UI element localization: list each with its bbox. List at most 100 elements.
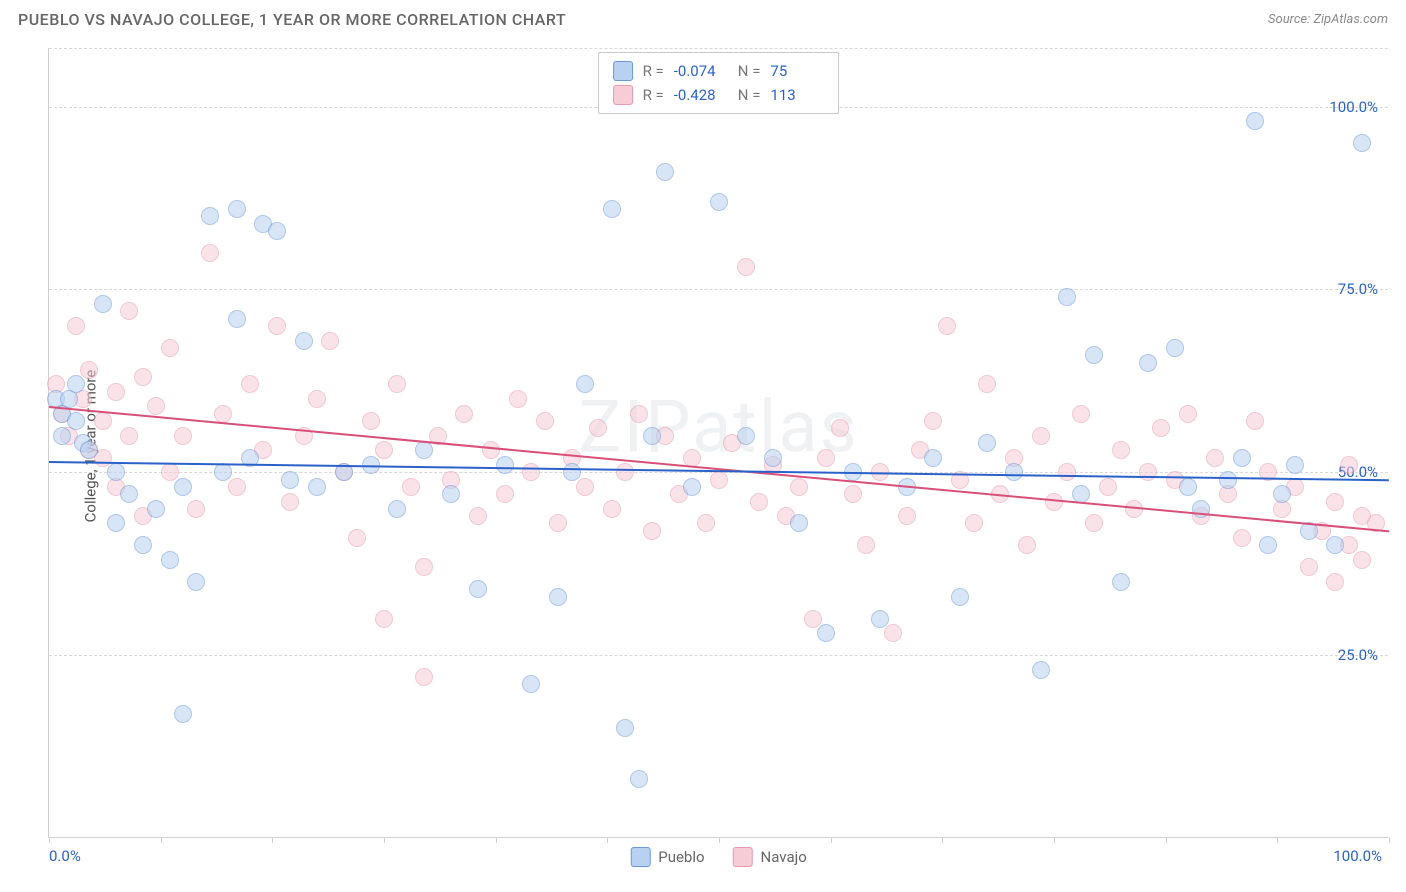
navajo-r-value: -0.428 bbox=[674, 83, 728, 107]
data-point-pueblo bbox=[656, 163, 674, 181]
data-point-pueblo bbox=[187, 573, 205, 591]
data-point-pueblo bbox=[174, 478, 192, 496]
data-point-navajo bbox=[161, 463, 179, 481]
x-tick-label: 0.0% bbox=[49, 847, 81, 865]
data-point-navajo bbox=[750, 493, 768, 511]
data-point-navajo bbox=[268, 317, 286, 335]
swatch-navajo-icon bbox=[733, 847, 753, 867]
legend-stats-row-pueblo: R = -0.074 N = 75 bbox=[613, 59, 825, 83]
data-point-navajo bbox=[67, 317, 85, 335]
data-point-pueblo bbox=[1246, 112, 1264, 130]
data-point-pueblo bbox=[1166, 339, 1184, 357]
plot-area: ZIPatlas R = -0.074 N = 75 R = -0.428 N … bbox=[48, 48, 1388, 838]
data-point-navajo bbox=[455, 405, 473, 423]
data-point-navajo bbox=[1300, 558, 1318, 576]
chart-container: PUEBLO VS NAVAJO COLLEGE, 1 YEAR OR MORE… bbox=[0, 0, 1406, 892]
data-point-pueblo bbox=[107, 463, 125, 481]
data-point-pueblo bbox=[871, 610, 889, 628]
data-point-navajo bbox=[737, 258, 755, 276]
legend-item-pueblo: Pueblo bbox=[630, 847, 704, 867]
data-point-navajo bbox=[643, 522, 661, 540]
data-point-navajo bbox=[415, 558, 433, 576]
data-point-navajo bbox=[817, 449, 835, 467]
data-point-pueblo bbox=[576, 375, 594, 393]
data-point-pueblo bbox=[134, 536, 152, 554]
swatch-pueblo-icon bbox=[630, 847, 650, 867]
data-point-navajo bbox=[228, 478, 246, 496]
data-point-pueblo bbox=[295, 332, 313, 350]
data-point-pueblo bbox=[228, 310, 246, 328]
legend-label-navajo: Navajo bbox=[761, 848, 807, 866]
n-label: N = bbox=[738, 83, 761, 107]
data-point-pueblo bbox=[496, 456, 514, 474]
data-point-pueblo bbox=[1139, 354, 1157, 372]
y-tick-label: 75.0% bbox=[1338, 280, 1378, 298]
data-point-pueblo bbox=[563, 463, 581, 481]
pueblo-n-value: 75 bbox=[770, 59, 824, 83]
data-point-pueblo bbox=[228, 200, 246, 218]
data-point-navajo bbox=[522, 463, 540, 481]
data-point-navajo bbox=[938, 317, 956, 335]
data-point-pueblo bbox=[951, 588, 969, 606]
data-point-navajo bbox=[80, 361, 98, 379]
x-tick bbox=[1166, 837, 1167, 843]
data-point-navajo bbox=[536, 412, 554, 430]
data-point-navajo bbox=[589, 419, 607, 437]
legend-label-pueblo: Pueblo bbox=[658, 848, 704, 866]
data-point-pueblo bbox=[710, 193, 728, 211]
data-point-navajo bbox=[94, 412, 112, 430]
data-point-navajo bbox=[831, 419, 849, 437]
data-point-navajo bbox=[482, 441, 500, 459]
data-point-navajo bbox=[697, 514, 715, 532]
x-tick bbox=[384, 837, 385, 843]
data-point-navajo bbox=[1179, 405, 1197, 423]
data-point-pueblo bbox=[1259, 536, 1277, 554]
data-point-pueblo bbox=[1286, 456, 1304, 474]
y-tick-label: 100.0% bbox=[1329, 98, 1378, 116]
data-point-navajo bbox=[978, 375, 996, 393]
source-name: ZipAtlas.com bbox=[1313, 12, 1388, 27]
data-point-pueblo bbox=[790, 514, 808, 532]
data-point-navajo bbox=[241, 375, 259, 393]
swatch-navajo-icon bbox=[613, 85, 633, 105]
x-tick bbox=[942, 837, 943, 843]
data-point-navajo bbox=[201, 244, 219, 262]
data-point-navajo bbox=[1353, 551, 1371, 569]
r-label: R = bbox=[643, 59, 664, 83]
data-point-navajo bbox=[134, 368, 152, 386]
data-point-navajo bbox=[348, 529, 366, 547]
data-point-navajo bbox=[120, 427, 138, 445]
data-point-navajo bbox=[281, 493, 299, 511]
data-point-pueblo bbox=[147, 500, 165, 518]
data-point-navajo bbox=[375, 441, 393, 459]
data-point-navajo bbox=[790, 478, 808, 496]
source-prefix: Source: bbox=[1268, 12, 1310, 27]
data-point-navajo bbox=[884, 624, 902, 642]
data-point-navajo bbox=[1112, 441, 1130, 459]
x-tick bbox=[272, 837, 273, 843]
data-point-navajo bbox=[844, 485, 862, 503]
data-point-navajo bbox=[107, 383, 125, 401]
data-point-navajo bbox=[1206, 449, 1224, 467]
data-point-pueblo bbox=[1233, 449, 1251, 467]
data-point-navajo bbox=[1058, 463, 1076, 481]
x-tick bbox=[161, 837, 162, 843]
data-point-pueblo bbox=[603, 200, 621, 218]
x-tick bbox=[1277, 837, 1278, 843]
data-point-pueblo bbox=[1326, 536, 1344, 554]
data-point-navajo bbox=[402, 478, 420, 496]
data-point-navajo bbox=[362, 412, 380, 430]
data-point-navajo bbox=[147, 397, 165, 415]
data-point-pueblo bbox=[107, 514, 125, 532]
data-point-pueblo bbox=[268, 222, 286, 240]
data-point-navajo bbox=[965, 514, 983, 532]
data-point-pueblo bbox=[1005, 463, 1023, 481]
data-point-pueblo bbox=[214, 463, 232, 481]
x-tick bbox=[607, 837, 608, 843]
data-point-navajo bbox=[1072, 405, 1090, 423]
chart-source: Source: ZipAtlas.com bbox=[1268, 12, 1388, 27]
data-point-pueblo bbox=[53, 427, 71, 445]
data-point-navajo bbox=[1326, 493, 1344, 511]
data-point-navajo bbox=[549, 514, 567, 532]
data-point-pueblo bbox=[174, 705, 192, 723]
